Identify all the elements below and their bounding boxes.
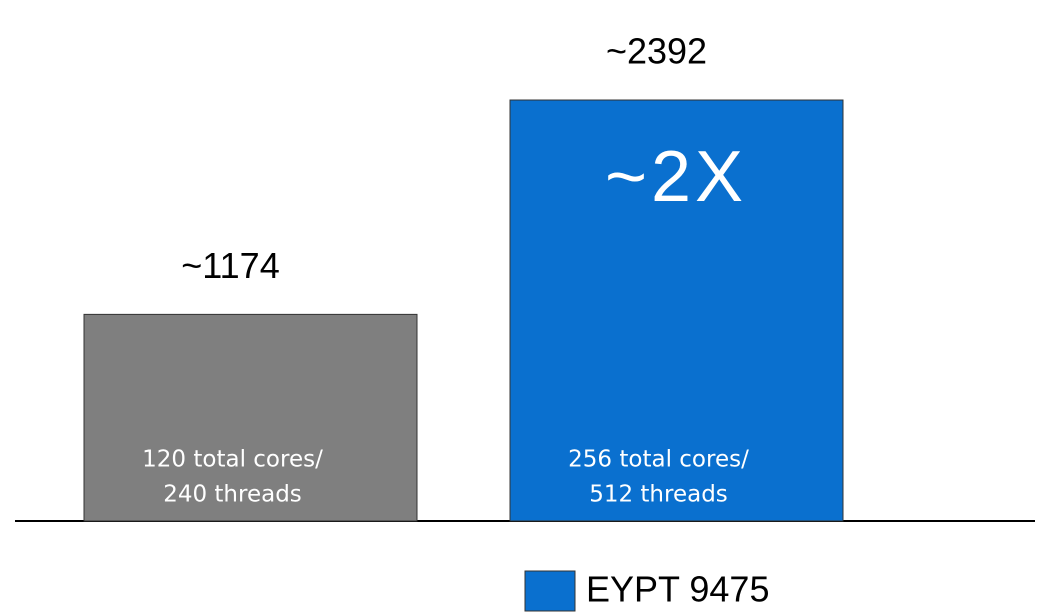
bar [509, 99, 844, 522]
bar [83, 313, 418, 522]
bar-annotation: 256 total cores/ [568, 447, 749, 473]
bar-annotation: 240 threads [163, 482, 302, 508]
ratio-annotation: ~2X [605, 137, 747, 217]
value-label: ~1174 [181, 245, 279, 286]
bar-annotation: 120 total cores/ [142, 447, 323, 473]
bar-annotation: 512 threads [589, 482, 728, 508]
value-label: ~2392 [606, 31, 707, 72]
legend-label: EYPT 9475 [586, 569, 769, 610]
legend-swatch [524, 570, 576, 612]
